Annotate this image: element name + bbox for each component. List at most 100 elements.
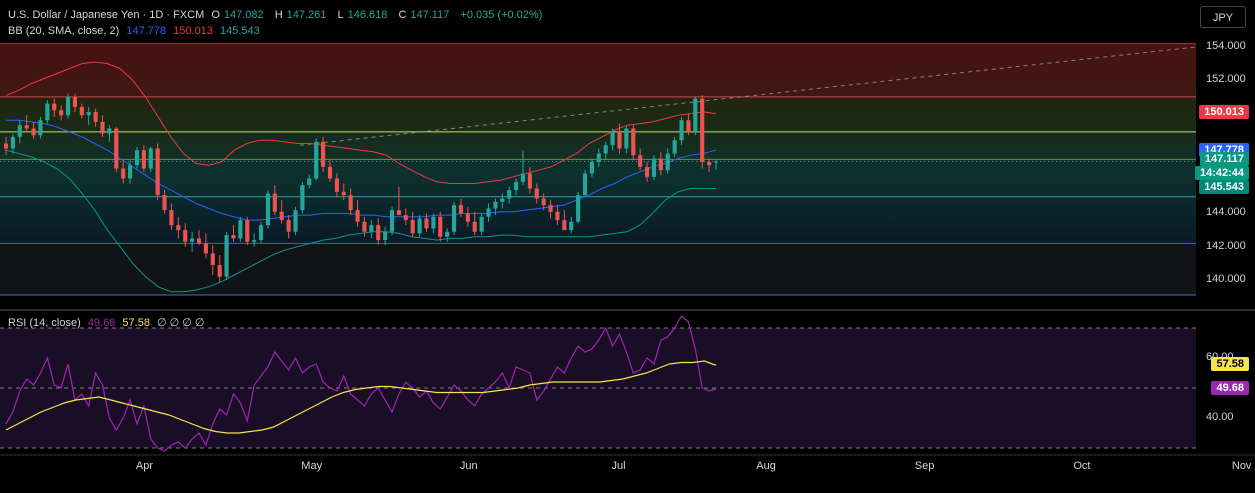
time-label: Aug <box>756 460 776 472</box>
candle <box>327 160 333 182</box>
candle <box>224 231 229 281</box>
currency-button[interactable]: JPY <box>1200 6 1246 28</box>
candle-body <box>465 213 470 222</box>
candle-body <box>713 161 719 163</box>
candle <box>169 203 174 231</box>
close-value: 147.117 <box>410 9 450 21</box>
price-badge-lower: 145.543 <box>1199 179 1249 194</box>
candle <box>541 193 546 211</box>
price-tick-label: 140.000 <box>1206 273 1246 286</box>
candle <box>527 166 532 194</box>
candle <box>514 178 519 196</box>
candle <box>307 175 312 189</box>
candle <box>217 255 222 282</box>
candle-body <box>141 150 146 169</box>
candle <box>410 211 415 237</box>
candle-body <box>376 225 381 241</box>
time-label: Sep <box>914 460 935 472</box>
rsi-badge-value: 49.68 <box>1211 380 1249 395</box>
candle <box>210 245 215 276</box>
candle <box>665 148 670 174</box>
candle-body <box>128 165 133 179</box>
candle-body <box>410 220 415 234</box>
candle-body <box>507 190 512 199</box>
candle-body <box>624 128 629 149</box>
candle-body <box>86 111 91 116</box>
candle-body <box>169 210 174 226</box>
candle <box>500 193 505 209</box>
candle <box>52 98 57 117</box>
candle <box>403 208 408 226</box>
candle-body <box>3 143 9 149</box>
candle-body <box>17 125 22 137</box>
candle <box>79 103 84 119</box>
candle-body <box>562 220 567 231</box>
price-badge-countdown: 14:42:44 <box>1194 165 1249 180</box>
candle <box>362 216 367 237</box>
candle-body <box>203 243 208 254</box>
price-badge-upper: 150.013 <box>1199 105 1249 120</box>
candle-body <box>555 211 560 221</box>
candle <box>272 185 277 216</box>
candle <box>45 100 50 124</box>
candle <box>252 233 257 247</box>
candle-body <box>52 103 57 111</box>
candle <box>396 186 401 216</box>
candle <box>631 125 636 161</box>
candle-body <box>190 238 195 242</box>
candle <box>376 218 381 246</box>
candle-body <box>603 145 608 154</box>
time-label: Jun <box>459 460 478 472</box>
candle <box>562 210 567 231</box>
candle-body <box>424 218 429 229</box>
rsi-badge-ma: 57.58 <box>1211 357 1249 372</box>
candle-body <box>31 128 36 136</box>
candle-body <box>686 120 691 132</box>
candle-body <box>107 128 112 134</box>
candle-body <box>514 181 519 191</box>
candle <box>24 115 29 132</box>
candle-body <box>631 128 636 156</box>
candle-body <box>458 205 464 214</box>
candle-body <box>383 231 388 241</box>
candle <box>348 188 353 216</box>
candle-body <box>569 221 574 231</box>
candle-body <box>451 205 457 232</box>
candle <box>355 200 360 227</box>
rsi-line <box>5 315 717 452</box>
candle-body <box>438 216 443 237</box>
candle <box>31 121 36 139</box>
candle-body <box>59 110 64 116</box>
price-pane[interactable] <box>0 43 1255 311</box>
candle-body <box>24 125 29 129</box>
time-label: Jul <box>611 460 626 472</box>
rsi-ma-legend-value: 57.58 <box>122 317 150 329</box>
open-value: 147.082 <box>223 9 264 21</box>
rsi-legend-value: 49.68 <box>87 317 116 329</box>
candle-body <box>493 201 498 209</box>
rsi-pane[interactable] <box>0 315 1255 456</box>
candle-body <box>445 231 450 237</box>
candle <box>245 216 250 246</box>
candle-body <box>369 225 374 232</box>
candle <box>279 200 284 224</box>
candle <box>672 136 677 157</box>
candle <box>59 105 64 121</box>
candle-body <box>617 131 622 149</box>
candle-body <box>314 141 319 179</box>
candle-body <box>10 136 15 149</box>
candle-body <box>100 121 105 134</box>
candle-body <box>293 210 298 232</box>
zone-support <box>0 243 1196 296</box>
candle <box>431 213 436 234</box>
candle <box>341 183 346 201</box>
candle-body <box>355 210 360 222</box>
candle <box>603 141 608 161</box>
candle <box>389 206 395 236</box>
candle <box>231 225 236 242</box>
candle-body <box>472 221 477 232</box>
candle-body <box>321 141 326 167</box>
candle-body <box>155 148 160 196</box>
candle <box>645 161 650 182</box>
